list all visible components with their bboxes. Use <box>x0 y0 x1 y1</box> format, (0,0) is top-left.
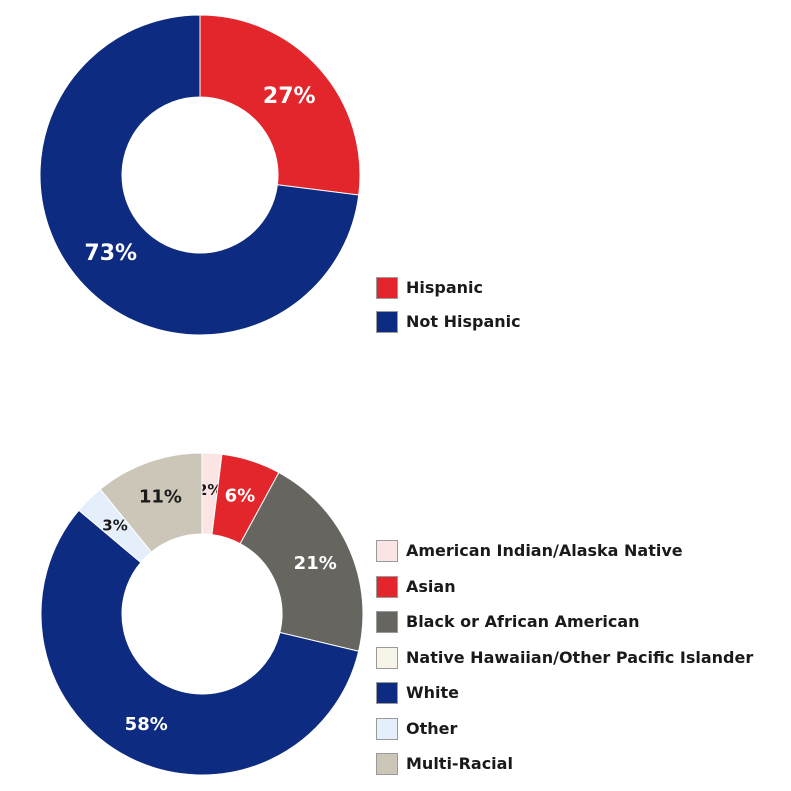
legend-label: White <box>406 683 460 702</box>
slice-multi-racial <box>99 452 203 553</box>
data-label-multi-racial: 11% <box>139 487 182 508</box>
legend-swatch <box>376 717 398 740</box>
slice-black-or-african-american <box>239 471 364 652</box>
legend-swatch <box>376 611 398 633</box>
data-label-other: 3% <box>102 517 127 535</box>
legend-label: Multi-Racial <box>406 754 513 773</box>
legend-swatch <box>376 311 398 333</box>
race-donut-chart: 2% 6% 21% 58% 3% 11% <box>40 452 364 776</box>
legend-label: Not Hispanic <box>406 312 521 331</box>
slice-white <box>40 509 360 776</box>
data-label-asian: 6% <box>225 485 256 506</box>
legend-swatch <box>376 753 398 775</box>
legend-swatch <box>376 277 398 299</box>
ethnicity-donut-chart: 27% 73% <box>39 14 361 336</box>
legend-label: Asian <box>406 576 456 596</box>
legend-swatch <box>376 682 398 704</box>
legend-swatch <box>376 575 398 598</box>
data-label-black-or-african-american: 21% <box>294 553 337 574</box>
legend-swatch <box>376 646 398 669</box>
legend-label: Hispanic <box>406 278 484 297</box>
data-label-hispanic: 27% <box>263 84 316 109</box>
slice-not-hispanic <box>39 14 360 336</box>
legend-label: Black or African American <box>406 612 640 631</box>
legend-label: Other <box>406 718 458 738</box>
slice-hispanic <box>199 14 361 196</box>
data-label-white: 58% <box>125 714 168 735</box>
legend-label: Native Hawaiian/Other Pacific Islander <box>406 647 754 667</box>
legend-label: American Indian/Alaska Native <box>406 541 683 560</box>
legend-swatch <box>376 540 398 562</box>
data-label-not-hispanic: 73% <box>84 241 137 266</box>
data-label-american-indian-alaska-native: 2% <box>197 481 222 499</box>
